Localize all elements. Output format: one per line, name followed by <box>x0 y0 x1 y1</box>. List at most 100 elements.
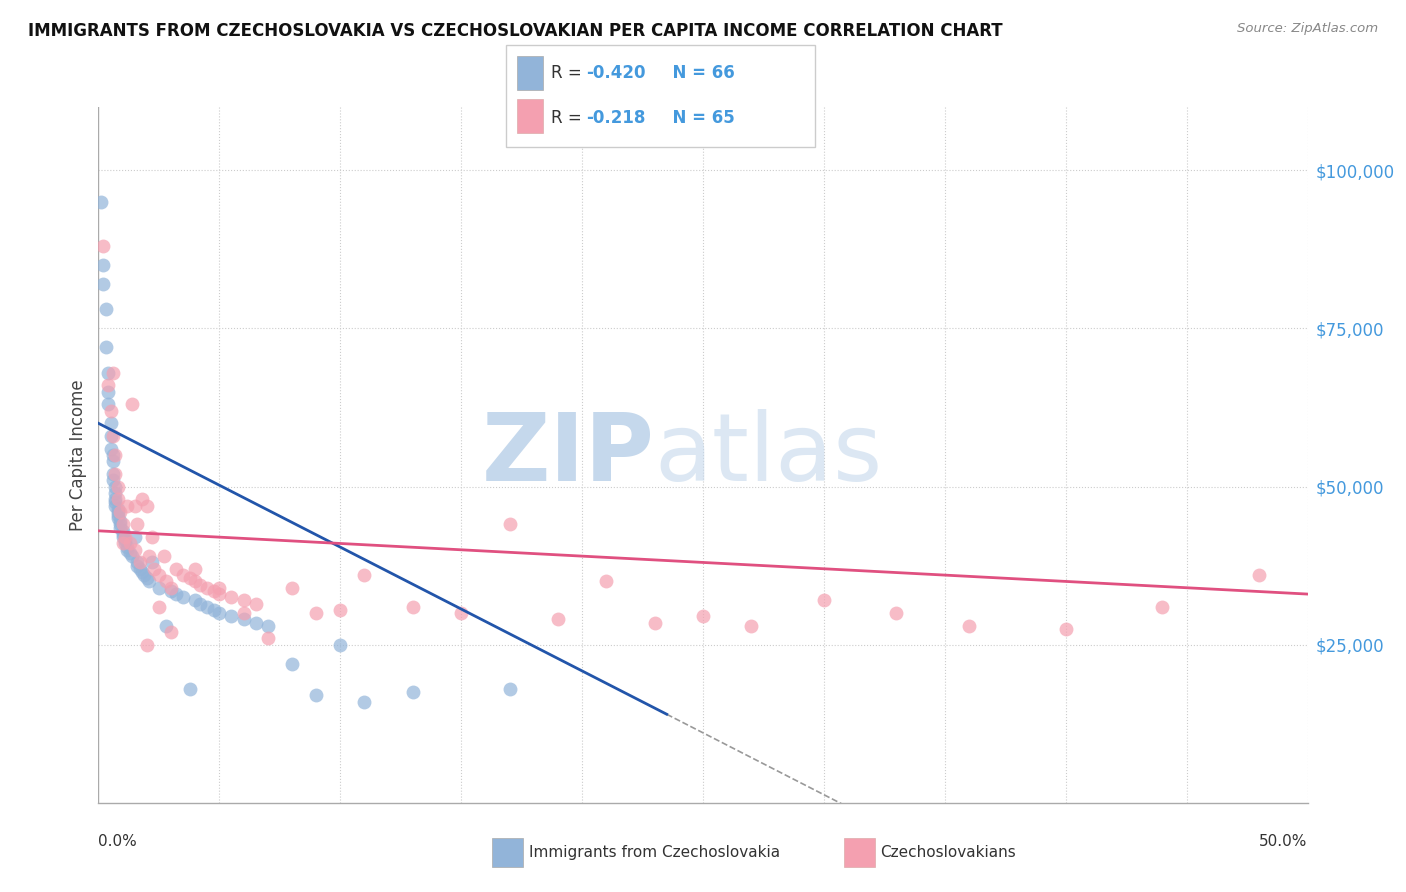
Point <box>100 417 122 431</box>
Point <box>108 505 131 519</box>
Text: 0.0%: 0.0% <box>98 834 138 849</box>
Point <box>101 473 124 487</box>
Text: R =: R = <box>551 64 588 82</box>
Text: -0.420: -0.420 <box>586 64 645 82</box>
Text: R =: R = <box>551 109 592 127</box>
Point <box>107 492 129 507</box>
Point <box>131 492 153 507</box>
Point <box>124 542 146 557</box>
Point <box>135 571 157 585</box>
Point <box>281 657 304 671</box>
Point <box>104 479 127 493</box>
Point <box>104 448 127 462</box>
Point <box>160 625 183 640</box>
Text: Czechoslovakians: Czechoslovakians <box>880 846 1017 860</box>
Point <box>114 530 136 544</box>
Point <box>305 688 328 702</box>
Point <box>450 606 472 620</box>
Point <box>155 618 177 632</box>
Point <box>111 536 134 550</box>
Point <box>101 448 124 462</box>
Text: Immigrants from Czechoslovakia: Immigrants from Czechoslovakia <box>529 846 780 860</box>
Point <box>165 562 187 576</box>
Point <box>204 583 226 598</box>
Point <box>127 558 149 573</box>
Point <box>100 442 122 456</box>
Point <box>121 549 143 563</box>
Point <box>148 581 170 595</box>
Point <box>94 340 117 354</box>
Point <box>179 571 201 585</box>
Point <box>245 597 267 611</box>
Point <box>121 397 143 411</box>
Point <box>135 638 157 652</box>
Point <box>281 581 304 595</box>
Text: Source: ZipAtlas.com: Source: ZipAtlas.com <box>1237 22 1378 36</box>
Point <box>97 366 120 380</box>
Point <box>232 593 254 607</box>
Point <box>118 536 141 550</box>
Point <box>148 568 170 582</box>
Point <box>104 492 127 507</box>
Point <box>141 556 163 570</box>
Point <box>107 479 129 493</box>
Point <box>101 366 124 380</box>
Point <box>101 429 124 443</box>
Point <box>188 597 211 611</box>
Point <box>498 681 520 696</box>
Point <box>595 574 617 589</box>
Point <box>91 258 114 272</box>
Point <box>402 599 425 614</box>
Point <box>127 556 149 570</box>
Point <box>644 615 666 630</box>
Point <box>547 612 569 626</box>
Point <box>329 638 352 652</box>
Point <box>740 618 762 632</box>
Point <box>221 609 243 624</box>
Point <box>97 378 120 392</box>
Point <box>134 568 156 582</box>
Point <box>208 587 231 601</box>
Point <box>184 562 207 576</box>
Point <box>957 618 980 632</box>
Point <box>128 562 150 576</box>
Point <box>107 505 129 519</box>
Point <box>111 517 134 532</box>
Point <box>402 685 425 699</box>
Point <box>143 562 166 576</box>
Point <box>160 583 183 598</box>
Point <box>141 530 163 544</box>
Point <box>90 194 112 209</box>
Point <box>195 581 218 595</box>
Point <box>117 499 139 513</box>
Point <box>91 239 114 253</box>
Point <box>232 606 254 620</box>
Point <box>104 495 127 509</box>
Point <box>100 403 122 417</box>
Point <box>498 517 520 532</box>
Point <box>160 581 183 595</box>
Point <box>108 514 131 528</box>
Point <box>138 549 160 563</box>
Point <box>101 467 124 481</box>
Point <box>208 606 231 620</box>
Point <box>1152 599 1174 614</box>
Point <box>165 587 187 601</box>
Point <box>256 618 278 632</box>
Point <box>135 499 157 513</box>
Point <box>94 302 117 317</box>
Point <box>353 568 375 582</box>
Point <box>107 508 129 522</box>
Point <box>152 549 174 563</box>
Point <box>100 429 122 443</box>
Point <box>117 542 139 557</box>
Point <box>114 536 136 550</box>
Text: IMMIGRANTS FROM CZECHOSLOVAKIA VS CZECHOSLOVAKIAN PER CAPITA INCOME CORRELATION : IMMIGRANTS FROM CZECHOSLOVAKIA VS CZECHO… <box>28 22 1002 40</box>
Point <box>1249 568 1271 582</box>
Point <box>692 609 714 624</box>
Point <box>101 454 124 468</box>
Point <box>1054 622 1077 636</box>
Point <box>245 615 267 630</box>
Point <box>97 397 120 411</box>
Text: N = 66: N = 66 <box>661 64 734 82</box>
